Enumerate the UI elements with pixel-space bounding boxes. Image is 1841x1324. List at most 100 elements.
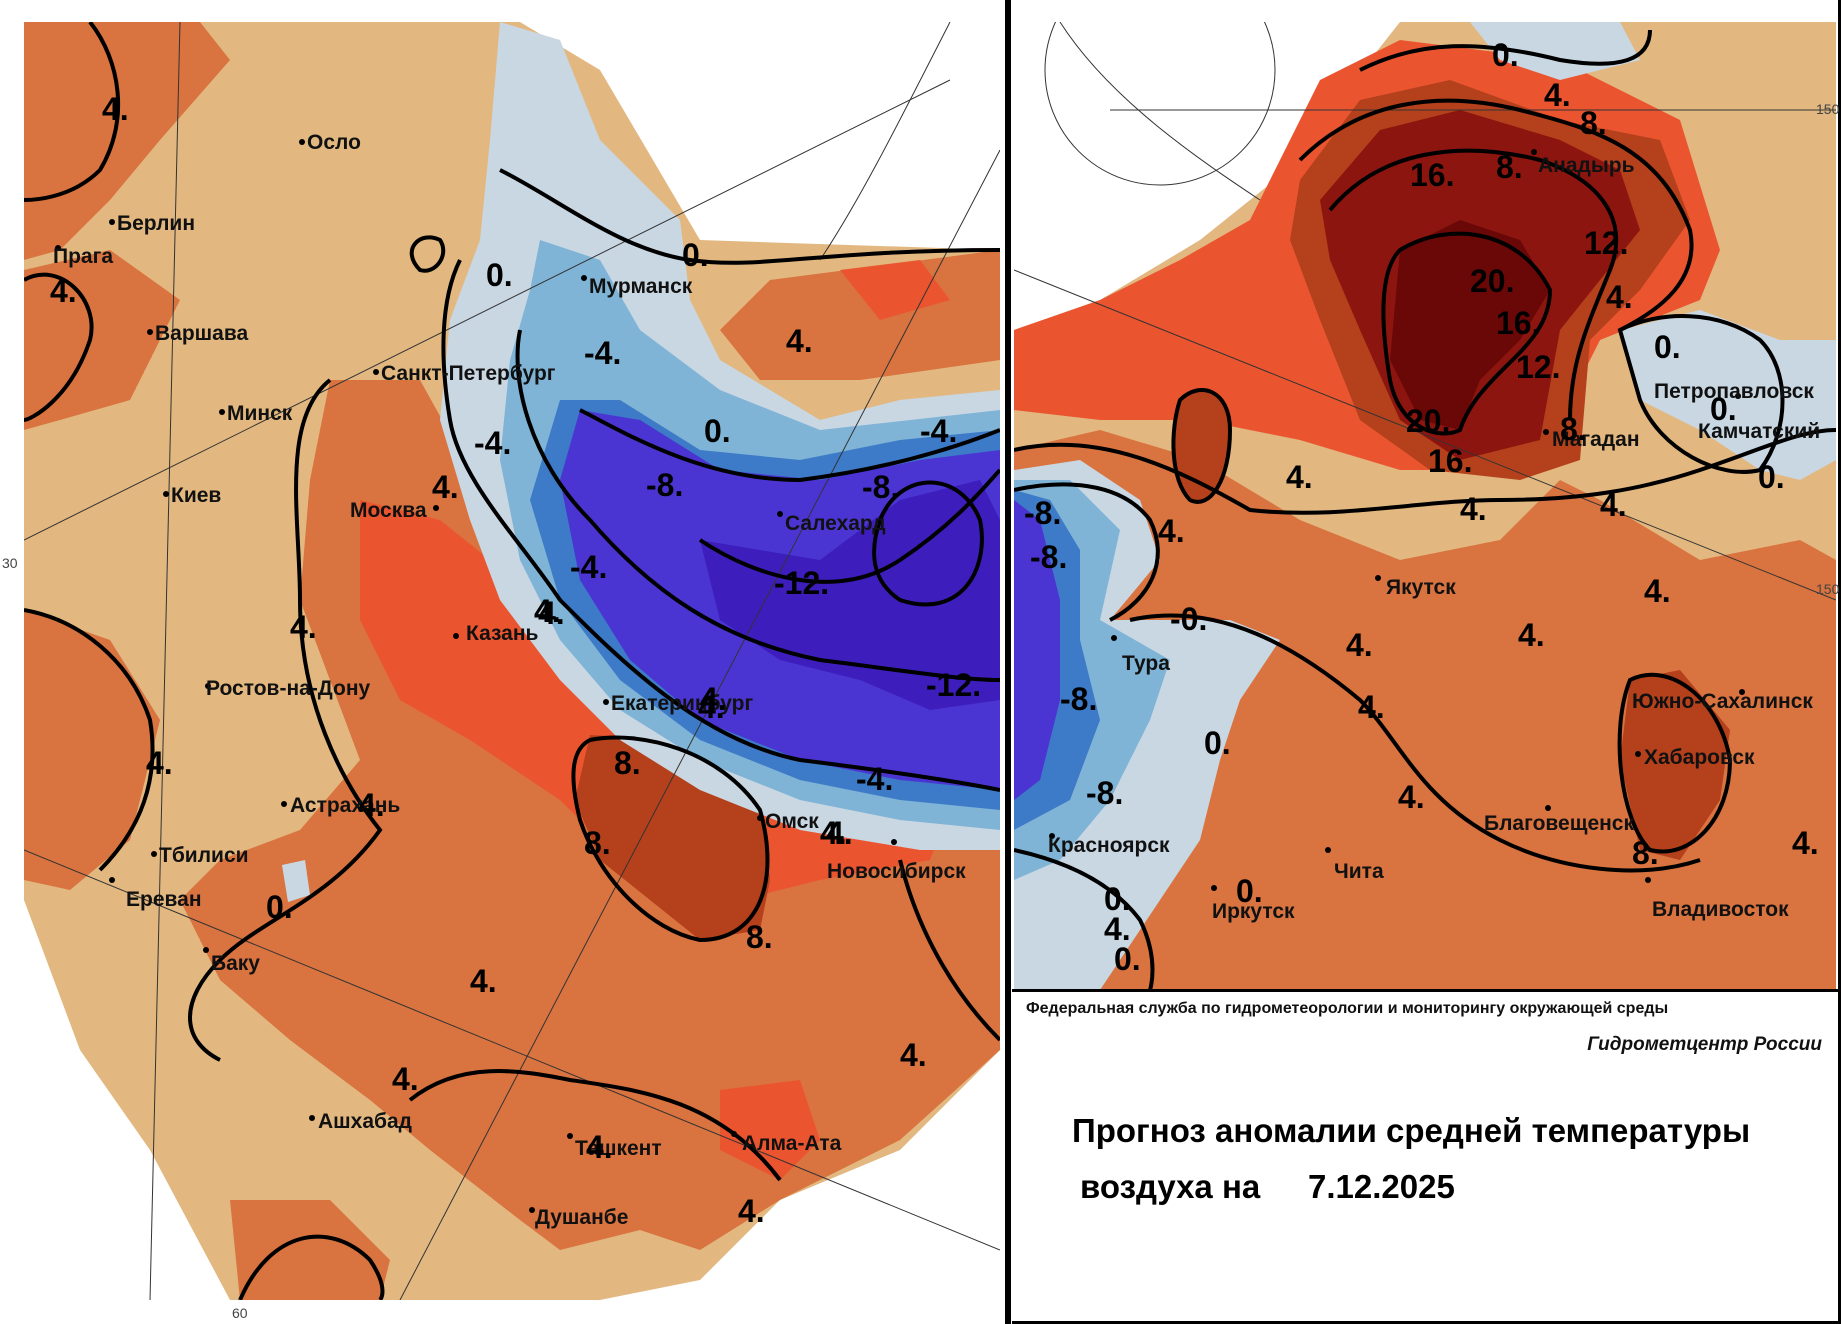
isoline-label: 8. [746, 919, 773, 955]
isoline-label: 0. [704, 413, 731, 449]
city-label: Иркутск [1212, 900, 1295, 923]
isoline-label: 4. [1358, 689, 1385, 725]
isoline-label: 4. [538, 595, 565, 631]
isoline-label: 4. [432, 469, 459, 505]
city-label: Ростов-на-Дону [206, 677, 371, 700]
isoline-label: 0. [1204, 725, 1231, 761]
city-label: Мурманск [589, 275, 693, 298]
left-map-panel [24, 22, 1000, 1300]
isoline-label: 4. [290, 609, 317, 645]
isoline-label: 4. [1460, 491, 1487, 527]
city-label: Якутск [1386, 576, 1456, 599]
isoline-label: 4. [826, 815, 853, 851]
isoline-label: 0. [486, 257, 513, 293]
isoline-label: 8. [1580, 105, 1607, 141]
city-label: Благовещенск [1484, 812, 1634, 835]
isoline-label: 4. [358, 787, 385, 823]
isoline-label: -4. [474, 425, 511, 461]
isoline-label: 0. [266, 889, 293, 925]
coordinate-label: 150 [1816, 101, 1840, 117]
map-title-line1: Прогноз аномалии средней температуры [1072, 1112, 1751, 1149]
isolines [24, 22, 1000, 1300]
city-label: Камчатский [1698, 420, 1820, 443]
coordinate-label: 150 [1816, 581, 1840, 597]
isoline-label: 12. [1584, 225, 1628, 261]
isoline-label: 0. [1104, 881, 1131, 917]
isoline-label: 0. [1758, 459, 1785, 495]
center-name: Гидрометцентр России [1587, 1034, 1822, 1055]
anomaly-zone-minus-0-4 [1620, 310, 1836, 480]
isoline-label: 4. [1600, 487, 1627, 523]
left-isoline-labels: 4. 4. 0. 0. -4. 4. -4. 0. -4. -8. -8. -1… [2, 91, 981, 1321]
city-label: Хабаровск [1644, 746, 1755, 769]
city-label: Прага [53, 245, 113, 268]
isoline-label: 0. [1710, 391, 1737, 427]
left-city-labels: Осло Берлин Прага Варшава Минск Киев Мос… [53, 131, 966, 1229]
isoline-label: 0. [1236, 873, 1263, 909]
isoline-label: -12. [926, 667, 981, 703]
city-label: Осло [307, 131, 361, 154]
coordinate-label: 30 [2, 555, 18, 571]
anomaly-zone-4-8 [1014, 430, 1836, 990]
legend-panel: Федеральная служба по гидрометеорологии … [1014, 992, 1836, 1321]
city-label: Киев [171, 484, 221, 507]
right-isoline-labels: 0. 4. 8. 8. 16. 12. 20. 4. 16. 12. 0. 20… [1024, 37, 1840, 977]
isoline-label: -8. [1030, 539, 1067, 575]
isoline-label: 20. [1470, 263, 1514, 299]
city-label: Берлин [117, 212, 195, 235]
isoline-label: 4. [1346, 627, 1373, 663]
legend-top-border [1012, 989, 1840, 992]
city-label: Владивосток [1652, 898, 1789, 921]
isoline-label: 16. [1428, 443, 1472, 479]
anomaly-zone-4-8 [230, 1200, 390, 1300]
city-label: Чита [1334, 860, 1384, 883]
anomaly-zone-4-8 [24, 610, 160, 890]
anomaly-zone-8-12 [840, 260, 950, 320]
city-label: Петропавловск [1654, 380, 1814, 403]
isoline-label: 4. [470, 963, 497, 999]
isoline-label: 4. [786, 323, 813, 359]
isoline-label: 4. [1792, 825, 1819, 861]
isoline-label: 4. [1644, 573, 1671, 609]
isoline-label: 0. [1114, 941, 1141, 977]
city-label: Санкт-Петербург [381, 362, 556, 385]
isoline-label: 4. [1606, 279, 1633, 315]
isoline-label: 8. [1496, 149, 1523, 185]
isoline-label: 8. [614, 745, 641, 781]
coordinate-label: 60 [232, 1305, 248, 1321]
isoline-label: -4. [570, 549, 607, 585]
isoline-label: 0. [682, 237, 709, 273]
isoline-label: 4. [1518, 617, 1545, 653]
city-label: Ашхабад [318, 1110, 412, 1133]
city-label: Алма-Ата [742, 1132, 842, 1155]
city-label: Казань [466, 622, 539, 645]
city-label: Анадырь [1538, 154, 1635, 177]
isoline-label: -8. [646, 467, 683, 503]
city-label: Москва [350, 499, 427, 522]
city-label: Ереван [126, 888, 202, 911]
right-map-panel [1014, 22, 1836, 991]
anomaly-zone-20-plus [1390, 220, 1550, 430]
city-label: Екатеринбург [611, 692, 754, 715]
panel-divider [1005, 0, 1011, 1324]
bottom-border [1012, 1321, 1840, 1324]
isoline-label: 4. [1158, 513, 1185, 549]
isoline-label: -8. [1060, 681, 1097, 717]
isoline-label: 8. [584, 825, 611, 861]
isoline-label: 4. [698, 689, 725, 725]
isoline-label: -8. [862, 469, 899, 505]
isoline-label: 8. [1560, 411, 1587, 447]
isoline-label: 4. [900, 1037, 927, 1073]
isoline-label: 4. [102, 91, 129, 127]
city-label: Варшава [155, 322, 248, 345]
anomaly-zone-12-16 [1173, 390, 1230, 502]
isolines [1014, 29, 1836, 991]
city-label: Душанбе [535, 1206, 628, 1229]
city-label: Баку [211, 952, 260, 975]
city-label: Магадан [1552, 428, 1640, 451]
city-label: Омск [765, 810, 819, 833]
isoline-label: 4. [392, 1061, 419, 1097]
isoline-label: -8. [1024, 495, 1061, 531]
isoline-label: -4. [856, 761, 893, 797]
